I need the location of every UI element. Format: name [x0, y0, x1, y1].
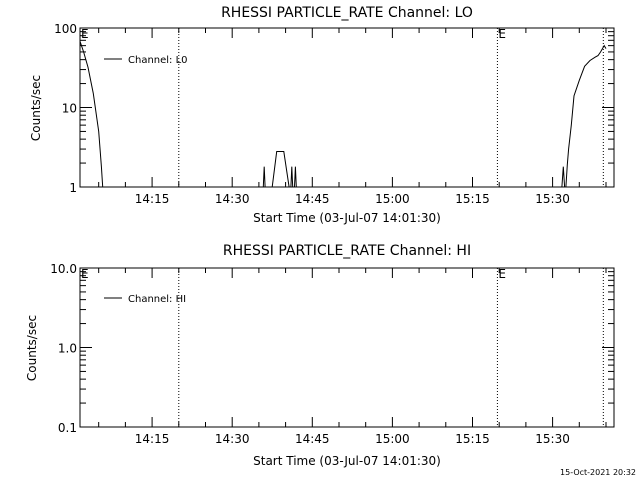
series-line-segment [294, 166, 297, 188]
series-line-segment [79, 41, 104, 188]
y-tick-label: 0.1 [58, 421, 77, 435]
event-marker-label: E [498, 27, 506, 41]
series-lines [79, 41, 607, 188]
x-tick-label: 15:00 [375, 192, 410, 206]
x-tick-label: 14:45 [295, 432, 330, 446]
plot-frame [79, 267, 615, 428]
y-tick-label: 1 [69, 181, 77, 195]
chart-title: RHESSI PARTICLE_RATE Channel: LO [221, 5, 473, 21]
x-axis-label: Start Time (03-Jul-07 14:01:30) [253, 211, 441, 225]
chart-title: RHESSI PARTICLE_RATE Channel: HI [223, 243, 471, 259]
x-tick-label: 14:30 [215, 432, 250, 446]
x-axis-label: Start Time (03-Jul-07 14:01:30) [253, 454, 441, 468]
legend-label: Channel: L0 [128, 55, 188, 66]
axis-ticks: 14:15 14:30 14:45 15:00 15:15 15:30 0.1 1.0 10.0 [50, 262, 614, 446]
series-line-segment [290, 166, 294, 188]
chart-panel-hi: RHESSI PARTICLE_RATE Channel: HI 14:15 14… [25, 243, 615, 468]
x-tick-label: 15:30 [535, 432, 570, 446]
series-line-segment [271, 151, 290, 188]
x-tick-label: 14:30 [215, 192, 250, 206]
axis-ticks: 14:15 14:30 14:45 15:00 15:15 15:30 1 10 100 [54, 22, 614, 206]
y-tick-label: 10.0 [50, 262, 77, 276]
y-tick-label: 100 [54, 22, 77, 36]
legend-label: Channel: HI [128, 294, 186, 305]
generation-timestamp: 15-Oct-2021 20:32 [560, 468, 636, 477]
y-axis-label: Counts/sec [25, 315, 39, 381]
y-tick-label: 1.0 [58, 342, 77, 356]
series-line-segment [262, 166, 266, 188]
x-tick-label: 14:45 [295, 192, 330, 206]
event-marker-label: E [81, 27, 89, 41]
plot-frame [79, 27, 615, 188]
x-tick-label: 14:15 [135, 432, 170, 446]
x-tick-label: 14:15 [135, 192, 170, 206]
series-line-segment [561, 166, 566, 188]
chart-panel-lo: RHESSI PARTICLE_RATE Channel: LO 14:15 14… [29, 5, 615, 225]
y-tick-label: 10 [62, 102, 77, 116]
y-axis-label: Counts/sec [29, 75, 43, 141]
series-line-segment [565, 44, 607, 188]
x-tick-label: 15:15 [455, 432, 490, 446]
x-tick-label: 15:00 [375, 432, 410, 446]
event-marker-label: E [498, 267, 506, 281]
event-marker-label: E [81, 267, 89, 281]
x-tick-label: 15:30 [535, 192, 570, 206]
x-tick-label: 15:15 [455, 192, 490, 206]
